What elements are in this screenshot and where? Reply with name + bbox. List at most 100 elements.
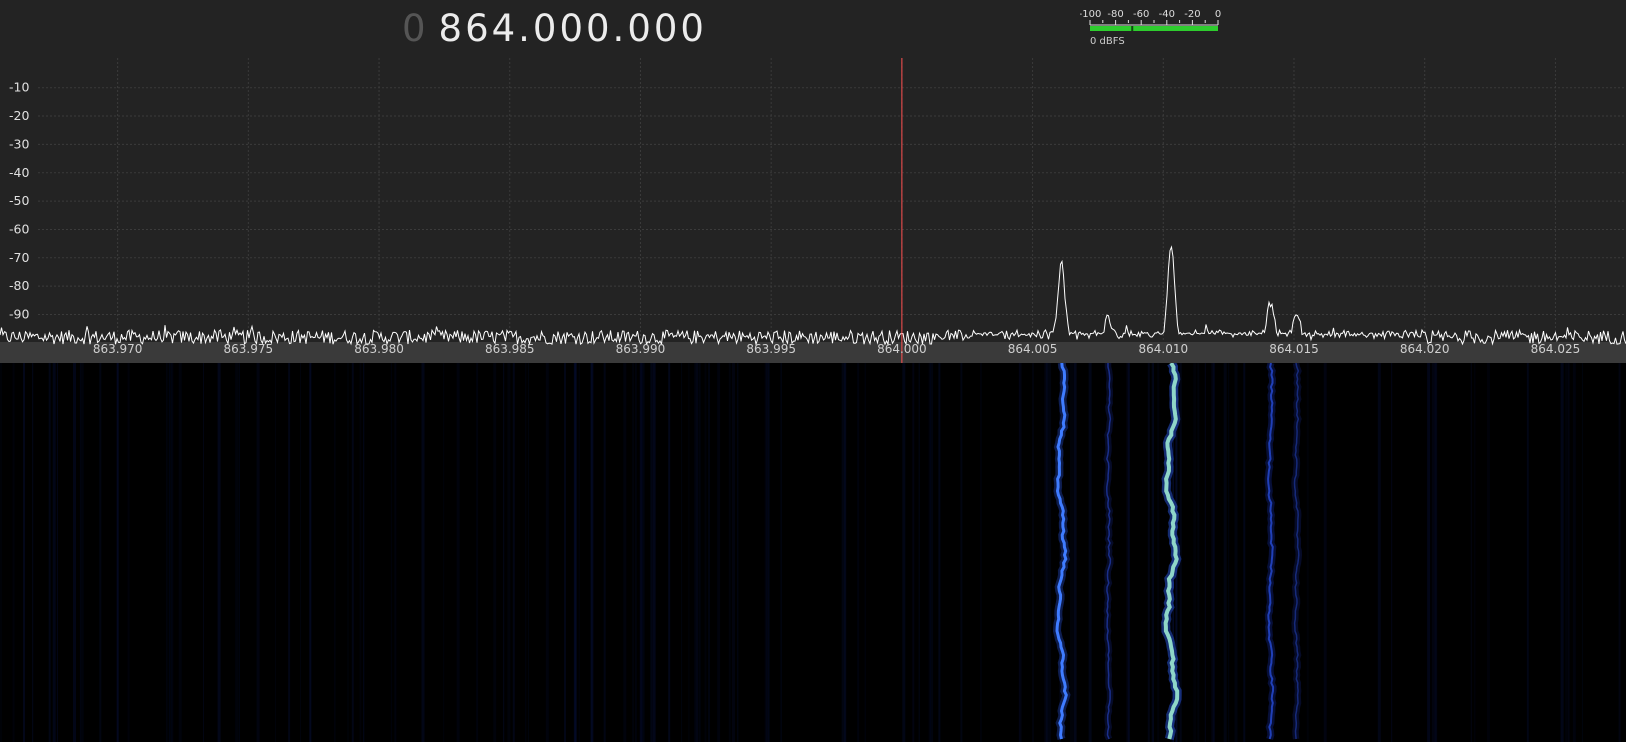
waterfall-noise-streak	[1197, 363, 1200, 742]
waterfall-noise-streak	[902, 363, 906, 742]
waterfall-noise-streak	[288, 363, 291, 742]
waterfall-noise-streak	[1211, 363, 1215, 742]
waterfall-noise-streak	[117, 363, 119, 742]
meter-scale-label: 0	[1215, 9, 1221, 20]
waterfall-noise-streak	[79, 363, 81, 742]
waterfall-noise-streak	[1618, 363, 1621, 742]
waterfall-noise-streak	[166, 363, 168, 742]
meter-bar	[1090, 26, 1218, 31]
waterfall-noise-streak	[493, 363, 497, 742]
db-tick-label: -80	[9, 278, 29, 293]
waterfall-noise-streak	[1059, 363, 1061, 742]
waterfall-noise-streak	[704, 363, 707, 742]
waterfall-noise-streak	[1243, 363, 1246, 742]
waterfall-noise-streak	[668, 363, 671, 742]
waterfall-noise-streak	[525, 363, 527, 742]
freq-tick-label: 864.015	[1269, 342, 1319, 356]
waterfall-noise-streak	[309, 363, 312, 742]
waterfall-noise-streak	[309, 363, 312, 742]
waterfall-noise-streak	[639, 363, 643, 742]
freq-tick-label: 863.995	[746, 342, 796, 356]
meter-scale-label: -60	[1133, 9, 1149, 20]
waterfall-noise-streak	[864, 363, 866, 742]
waterfall-signal-trace	[1055, 363, 1068, 740]
waterfall-noise-streak	[1427, 363, 1431, 742]
waterfall-noise-streak	[694, 363, 696, 742]
waterfall-graphic	[0, 363, 1621, 742]
waterfall-noise-streak	[73, 363, 76, 742]
waterfall-noise-streak	[1070, 363, 1073, 742]
waterfall-noise-streak	[634, 363, 637, 742]
waterfall-noise-streak	[1126, 363, 1130, 742]
freq-tick-label: 863.980	[354, 342, 404, 356]
waterfall-signal-trace	[1293, 363, 1300, 740]
waterfall-noise-streak	[564, 363, 566, 742]
waterfall-noise-streak	[938, 363, 941, 742]
waterfall-noise-streak	[764, 363, 767, 742]
waterfall-noise-streak	[23, 363, 25, 742]
waterfall-display[interactable]	[0, 363, 1626, 742]
waterfall-noise-streak	[52, 363, 56, 742]
waterfall-noise-streak	[359, 363, 362, 742]
freq-tick-label: 864.025	[1531, 342, 1581, 356]
waterfall-noise-streak	[652, 363, 656, 742]
waterfall-noise-streak	[217, 363, 221, 742]
waterfall-noise-streak	[334, 363, 336, 742]
waterfall-noise-streak	[1323, 363, 1327, 742]
freq-axis-band	[0, 342, 1626, 363]
waterfall-noise-streak	[1526, 363, 1529, 742]
waterfall-noise-streak	[235, 363, 239, 742]
waterfall-noise-streak	[1048, 363, 1052, 742]
spectrum-graph[interactable]: -10 -20 -30 -40 -50 -60 -70 -80 -90 863.970 863.97…	[0, 58, 1626, 363]
waterfall-noise-streak	[930, 363, 934, 742]
waterfall-noise-streak	[766, 363, 770, 742]
waterfall-noise-streak	[32, 363, 34, 742]
waterfall-noise-streak	[590, 363, 594, 742]
waterfall-noise-streak	[1434, 363, 1437, 742]
waterfall-noise-streak	[632, 363, 635, 742]
waterfall-noise-streak	[363, 363, 364, 742]
waterfall-noise-streak	[912, 363, 915, 742]
waterfall-noise-streak	[390, 363, 392, 742]
meter-level-marker	[1131, 26, 1134, 31]
waterfall-noise-streak	[1223, 363, 1227, 742]
waterfall-noise-streak	[169, 363, 172, 742]
waterfall-noise-streak	[1151, 363, 1154, 742]
waterfall-noise-streak	[695, 363, 699, 742]
waterfall-noise-streak	[1193, 363, 1197, 742]
waterfall-noise-streak	[603, 363, 606, 742]
db-tick-label: -50	[9, 193, 29, 208]
waterfall-noise-streak	[699, 363, 701, 742]
meter-scale-label: -20	[1184, 9, 1200, 20]
waterfall-noise-streak	[1073, 363, 1077, 742]
waterfall-noise-streak	[844, 363, 847, 742]
waterfall-noise-streak	[1234, 363, 1238, 742]
frequency-leading-digit[interactable]: 0	[402, 7, 429, 50]
waterfall-noise-streak	[1431, 363, 1435, 742]
db-tick-label: -30	[9, 136, 29, 151]
waterfall-noise-streak	[1044, 363, 1048, 742]
waterfall-noise-streak	[178, 363, 182, 742]
waterfall-noise-streak	[503, 363, 505, 742]
db-tick-label: -90	[9, 307, 29, 322]
waterfall-noise-streak	[507, 363, 511, 742]
waterfall-noise-streak	[127, 363, 130, 742]
waterfall-noise-streak	[639, 363, 642, 742]
level-meter: -100 -80 -60 -40 -20 0 0 dBFS	[1080, 4, 1230, 50]
frequency-display[interactable]: 0 864.000.000	[402, 4, 707, 54]
waterfall-signal-trace	[1267, 363, 1275, 740]
spectrum-plot[interactable]: -10 -20 -30 -40 -50 -60 -70 -80 -90 863.970 863.97…	[0, 58, 1626, 363]
waterfall-noise-streak	[1527, 363, 1529, 742]
db-tick-label: -20	[9, 108, 29, 123]
waterfall-noise-streak	[1088, 363, 1092, 742]
freq-tick-label: 864.010	[1138, 342, 1188, 356]
waterfall-noise-streak	[203, 363, 204, 742]
db-tick-label: -40	[9, 165, 29, 180]
waterfall-noise-streak	[857, 363, 860, 742]
db-tick-label: -10	[9, 80, 29, 95]
waterfall-noise-streak	[456, 363, 460, 742]
waterfall-noise-streak	[1306, 363, 1309, 742]
waterfall-noise-streak	[1153, 363, 1154, 742]
waterfall-noise-streak	[1213, 363, 1216, 742]
frequency-value[interactable]: 864.000.000	[438, 7, 707, 50]
